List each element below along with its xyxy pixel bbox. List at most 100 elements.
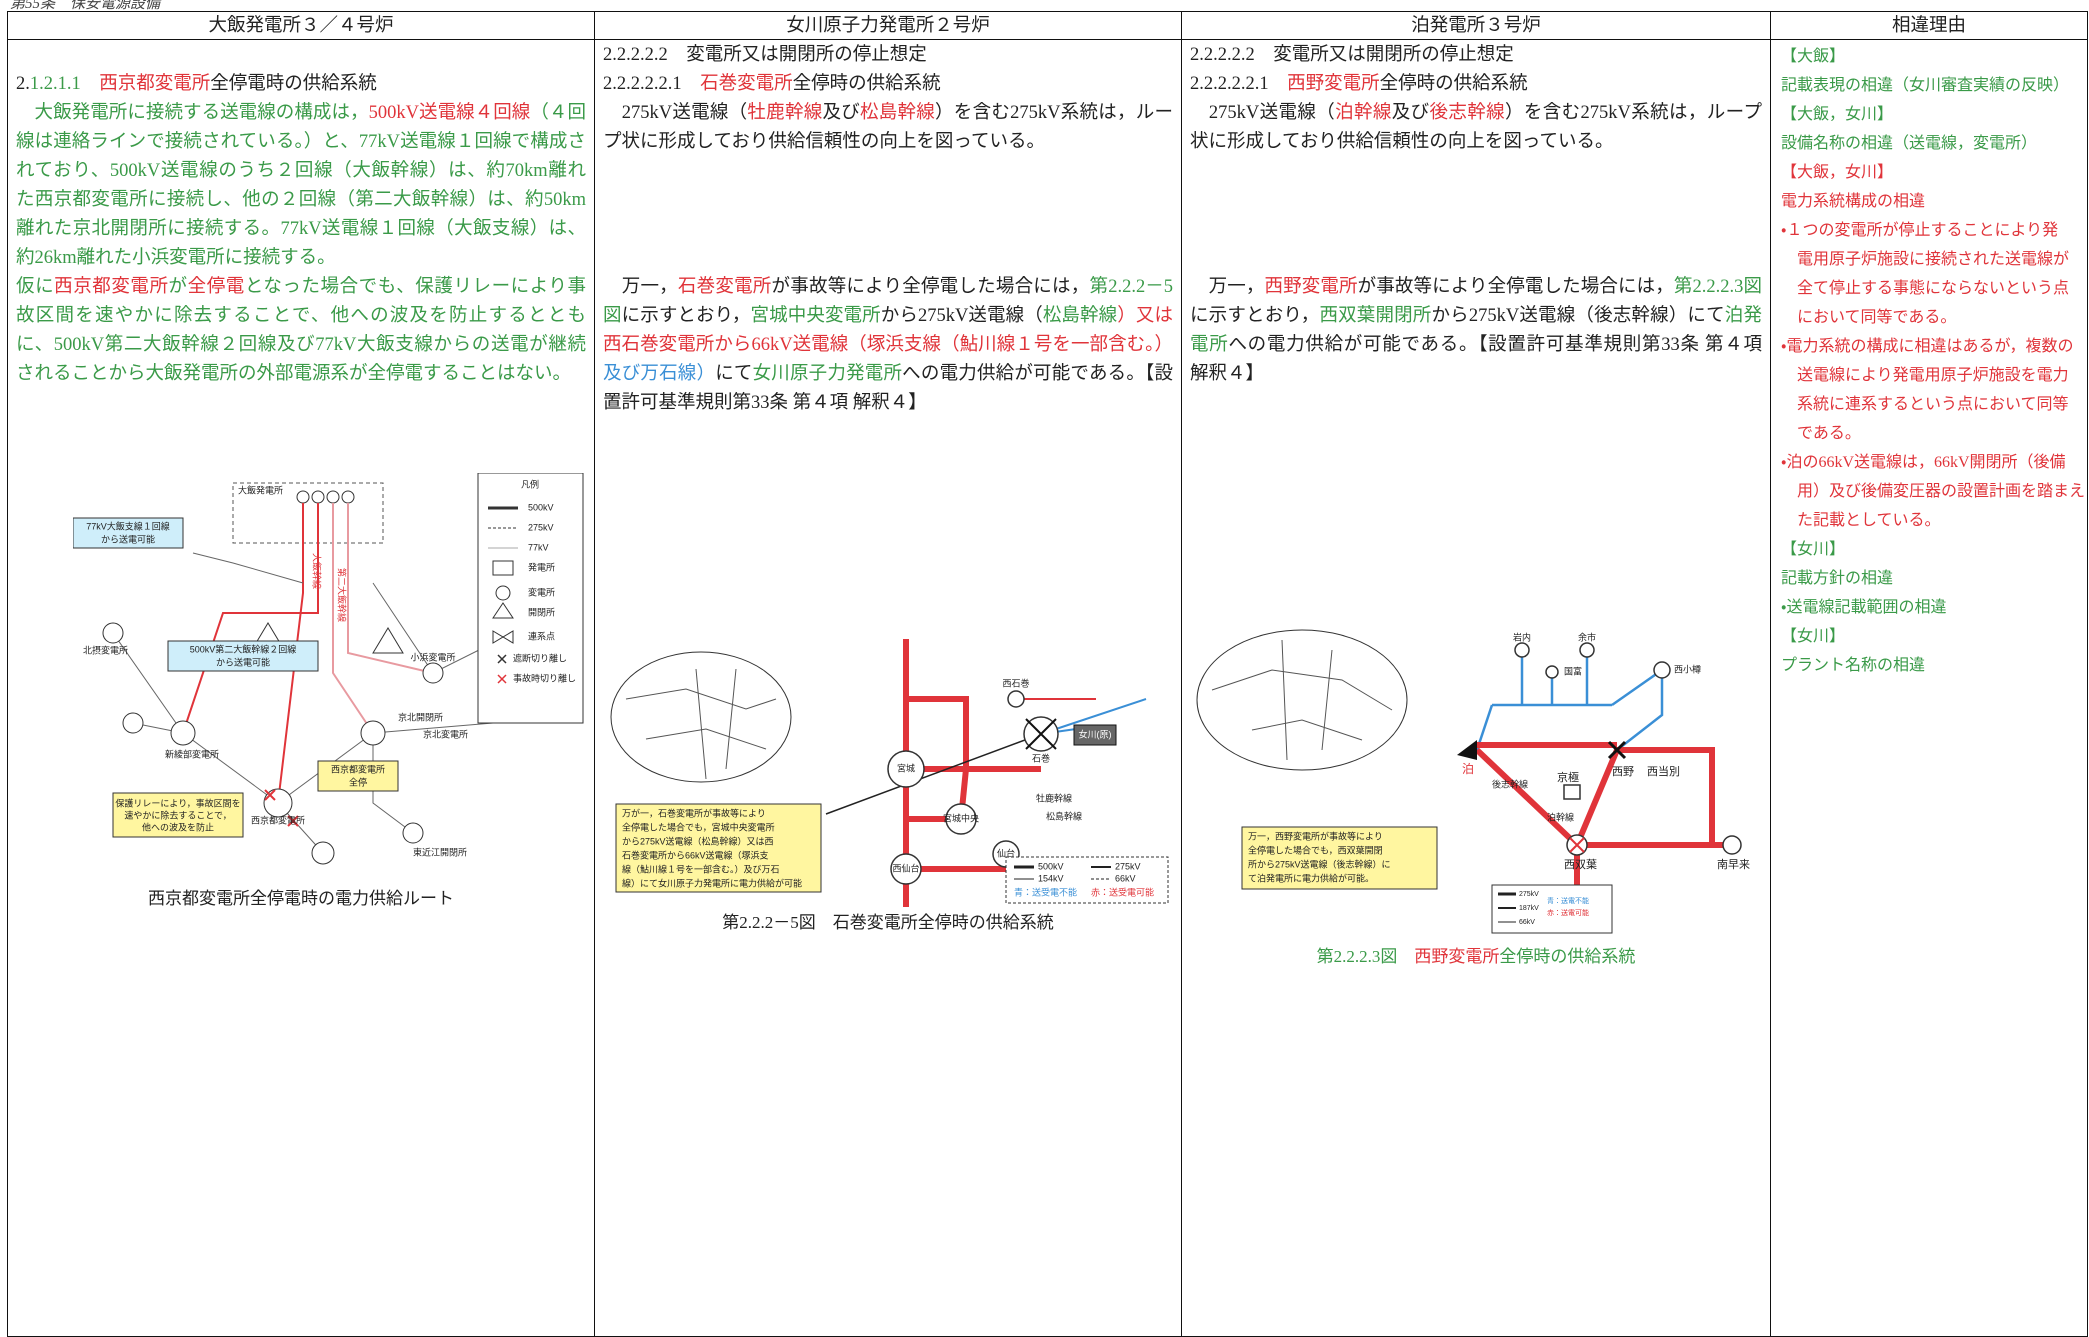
label: 牡鹿幹線 — [1036, 792, 1072, 803]
figure: 大飯発電所 大飯幹線 第二大飯幹線 西京都変電所 京北開閉所 小浜変電所 新綾部… — [73, 473, 584, 865]
text-run: 全停時の供給系統 — [792, 74, 941, 94]
paragraph: 275kV送電線（泊幹線及び後志幹線）を含む275kV系統は，ループ状に形成して… — [1190, 99, 1762, 157]
reason-list: 【大飯】 記載表現の相違（女川審査実績の反映） 【大飯，女川】 設備名称の相違（送電線… — [1771, 39, 2087, 680]
text-run: 第2.2.2.3図 — [1673, 277, 1762, 297]
legend-item: 変電所 — [528, 586, 555, 597]
text-run: 女川原子力発電所 — [752, 364, 903, 384]
callout: 所から275kV送電線（後志幹線）に — [1248, 858, 1391, 869]
reason-line: ・電力系統の構成に相違はあるが，複数の — [1781, 338, 2074, 355]
label: 余市 — [1578, 631, 1596, 642]
text-run: が事故等により全停電した場合には， — [1357, 277, 1674, 297]
callout: 万が一，石巻変電所が事故等により — [622, 807, 766, 818]
reason-line: 記載方針の相違 — [1781, 570, 1894, 587]
label: 西当別 — [1647, 764, 1680, 778]
label: 北摂変電所 — [83, 644, 128, 655]
text-run: 2.2.2.2.2.1 — [603, 74, 701, 94]
callout: から送電可能 — [216, 656, 270, 667]
label: 西小樽 — [1674, 663, 1701, 674]
label: 京極 — [1557, 770, 1579, 784]
text-run: 松島幹線 — [1042, 306, 1118, 326]
label: 松島幹線 — [1046, 810, 1082, 821]
legend-item: 154kV — [1038, 873, 1064, 883]
callout: 線（鮎川線１号を一部含む。）及び万石 — [622, 863, 780, 874]
label: 泊 — [1462, 762, 1474, 776]
text-run: 牡鹿幹線 — [747, 103, 823, 123]
text-run: に示すとおり， — [621, 306, 751, 326]
text-run: 仮に — [16, 277, 55, 297]
legend-item: 275kV — [1519, 891, 1539, 898]
reason-line: 設備名称の相違（送電線，変電所） — [1781, 135, 2038, 152]
text-run: 2. — [16, 74, 30, 94]
label: 新綾部変電所 — [165, 748, 219, 759]
legend-item: 77kV — [528, 542, 549, 552]
text-run: 500kV送電線４回線 — [368, 103, 531, 123]
text-run: 及び — [822, 103, 860, 123]
page-caption: 第55条 保安電源設備 — [10, 0, 161, 12]
text-run: 第2.2.2－5図 — [603, 277, 1173, 326]
text-run: 西双葉開閉所 — [1319, 306, 1432, 326]
reason-line: 系統に連系するという点において同等 — [1781, 396, 2069, 413]
table-cell: 【大飯】 記載表現の相違（女川審査実績の反映） 【大飯，女川】 設備名称の相違（送電線… — [1770, 39, 2088, 1337]
legend-item: 発電所 — [528, 561, 555, 572]
text-run: 1.2.1.1 — [29, 74, 81, 94]
reason-line: において同等である。 — [1781, 309, 1957, 326]
figure: 泊 西野 西当別 京極 西双葉 南早来 西小樽 余市 岩内 国富 後志幹線 泊幹… — [1196, 629, 1750, 934]
paragraph: 大飯発電所に接続する送電線の構成は，500kV送電線４回線（４回線は連絡ラインで… — [16, 99, 586, 273]
text-run: 松島幹線 — [860, 103, 936, 123]
callout: て泊発電所に電力供給が可能。 — [1248, 872, 1374, 883]
reason-line: 【大飯，女川】 — [1781, 106, 1894, 123]
text-run: に示すとおり， — [1190, 306, 1320, 326]
text-run: 石巻変電所 — [700, 74, 793, 94]
callout: 77kV大飯支線１回線 — [86, 520, 170, 531]
callout: 線）にて女川原子力発電所に電力供給が可能 — [622, 877, 802, 888]
paragraph: 仮に西京都変電所が全停電となった場合でも、保護リレーにより事故区間を速やかに除去… — [16, 273, 586, 389]
reason-line: である。 — [1781, 425, 1861, 442]
callout: 全停電した場合でも，西双葉開閉 — [1248, 844, 1383, 855]
legend-item: 66kV — [1115, 873, 1136, 883]
label: 東近江開閉所 — [413, 846, 467, 857]
label: 南早来 — [1717, 858, 1750, 871]
text-run: となった場合でも、保護リレーにより事故区間を速やかに除去することで、他への波及を… — [16, 277, 586, 384]
reason-line: ・送電線記載範囲の相違 — [1781, 599, 1947, 616]
text-run: 全停時の供給系統 — [1499, 947, 1636, 966]
reason-line: ・１つの変電所が停止することにより発 — [1781, 222, 2059, 239]
text-run: 西野変電所 — [1264, 277, 1358, 297]
text-run: への電力供給が可能である。【設置許可基準規則第33条 第４項 解釈４】 — [1190, 335, 1762, 384]
callout: 西京都変電所 — [331, 763, 385, 774]
text-run: 西京都変電所 — [54, 277, 169, 297]
legend-item: 赤：送受電可能 — [1091, 886, 1154, 897]
callout: 保護リレーにより，事故区間を — [115, 797, 240, 808]
callout: から送電可能 — [101, 533, 155, 544]
reason-line: 記載表現の相違（女川審査実績の反映） — [1781, 77, 2070, 94]
reason-line: 用）及び後備変圧器の設置計画を踏まえ — [1781, 483, 2086, 500]
callout: 500kV第二大飯幹線２回線 — [190, 643, 297, 654]
reason-line: 全て停止する事態にならないという点 — [1781, 280, 2070, 297]
text-run: 万一， — [603, 277, 678, 297]
table-cell: 2.2.2.2.2 変電所又は開閉所の停止想定 2.2.2.2.2.1 西野変電… — [1181, 39, 1771, 1337]
text-run: 275kV送電線（ — [603, 103, 748, 123]
reason-line: 電力系統構成の相違 — [1781, 193, 1926, 210]
text-run — [81, 74, 100, 94]
paragraph: 万一，西野変電所が事故等により全停電した場合には，第2.2.2.3図に示すとおり… — [1190, 273, 1762, 389]
label: 仙台 — [997, 847, 1015, 858]
reason-line: 【女川】 — [1781, 541, 1846, 558]
text-run: 2.2.2.2.2 変電所又は開閉所の停止想定 — [603, 45, 927, 65]
text-run: 第2.2.2.3図 — [1316, 947, 1415, 966]
legend-item: 500kV — [1038, 861, 1064, 871]
label: 京北変電所 — [423, 728, 468, 739]
legend-item: 開閉所 — [528, 606, 555, 617]
label: 西石巻 — [1002, 677, 1029, 688]
legend-item: 66kV — [1519, 919, 1535, 926]
text-run: ）又は西石巻変電所から66kV送電線（塚浜支線（鮎川線１号を一部含む。） — [603, 306, 1173, 355]
label: 岩内 — [1513, 631, 1531, 642]
text-run: から275kV送電線（後志幹線）にて — [1431, 306, 1725, 326]
legend-title: 凡例 — [521, 478, 539, 489]
callout: から275kV送電線（松島幹線）又は西 — [622, 835, 774, 846]
legend-item: 事故時切り離し — [513, 672, 576, 683]
figure-caption: 西京都変電所全停電時の電力供給ルート — [7, 884, 595, 909]
text-run: への電力供給が可能である。【設置許可基準規則第33条 第４項 解釈４】 — [603, 364, 1173, 413]
text-run: 石巻変電所 — [677, 277, 772, 297]
label: 泊幹線 — [1547, 811, 1574, 822]
label: 第二大飯幹線 — [337, 568, 348, 622]
label: 京北開閉所 — [398, 711, 443, 722]
